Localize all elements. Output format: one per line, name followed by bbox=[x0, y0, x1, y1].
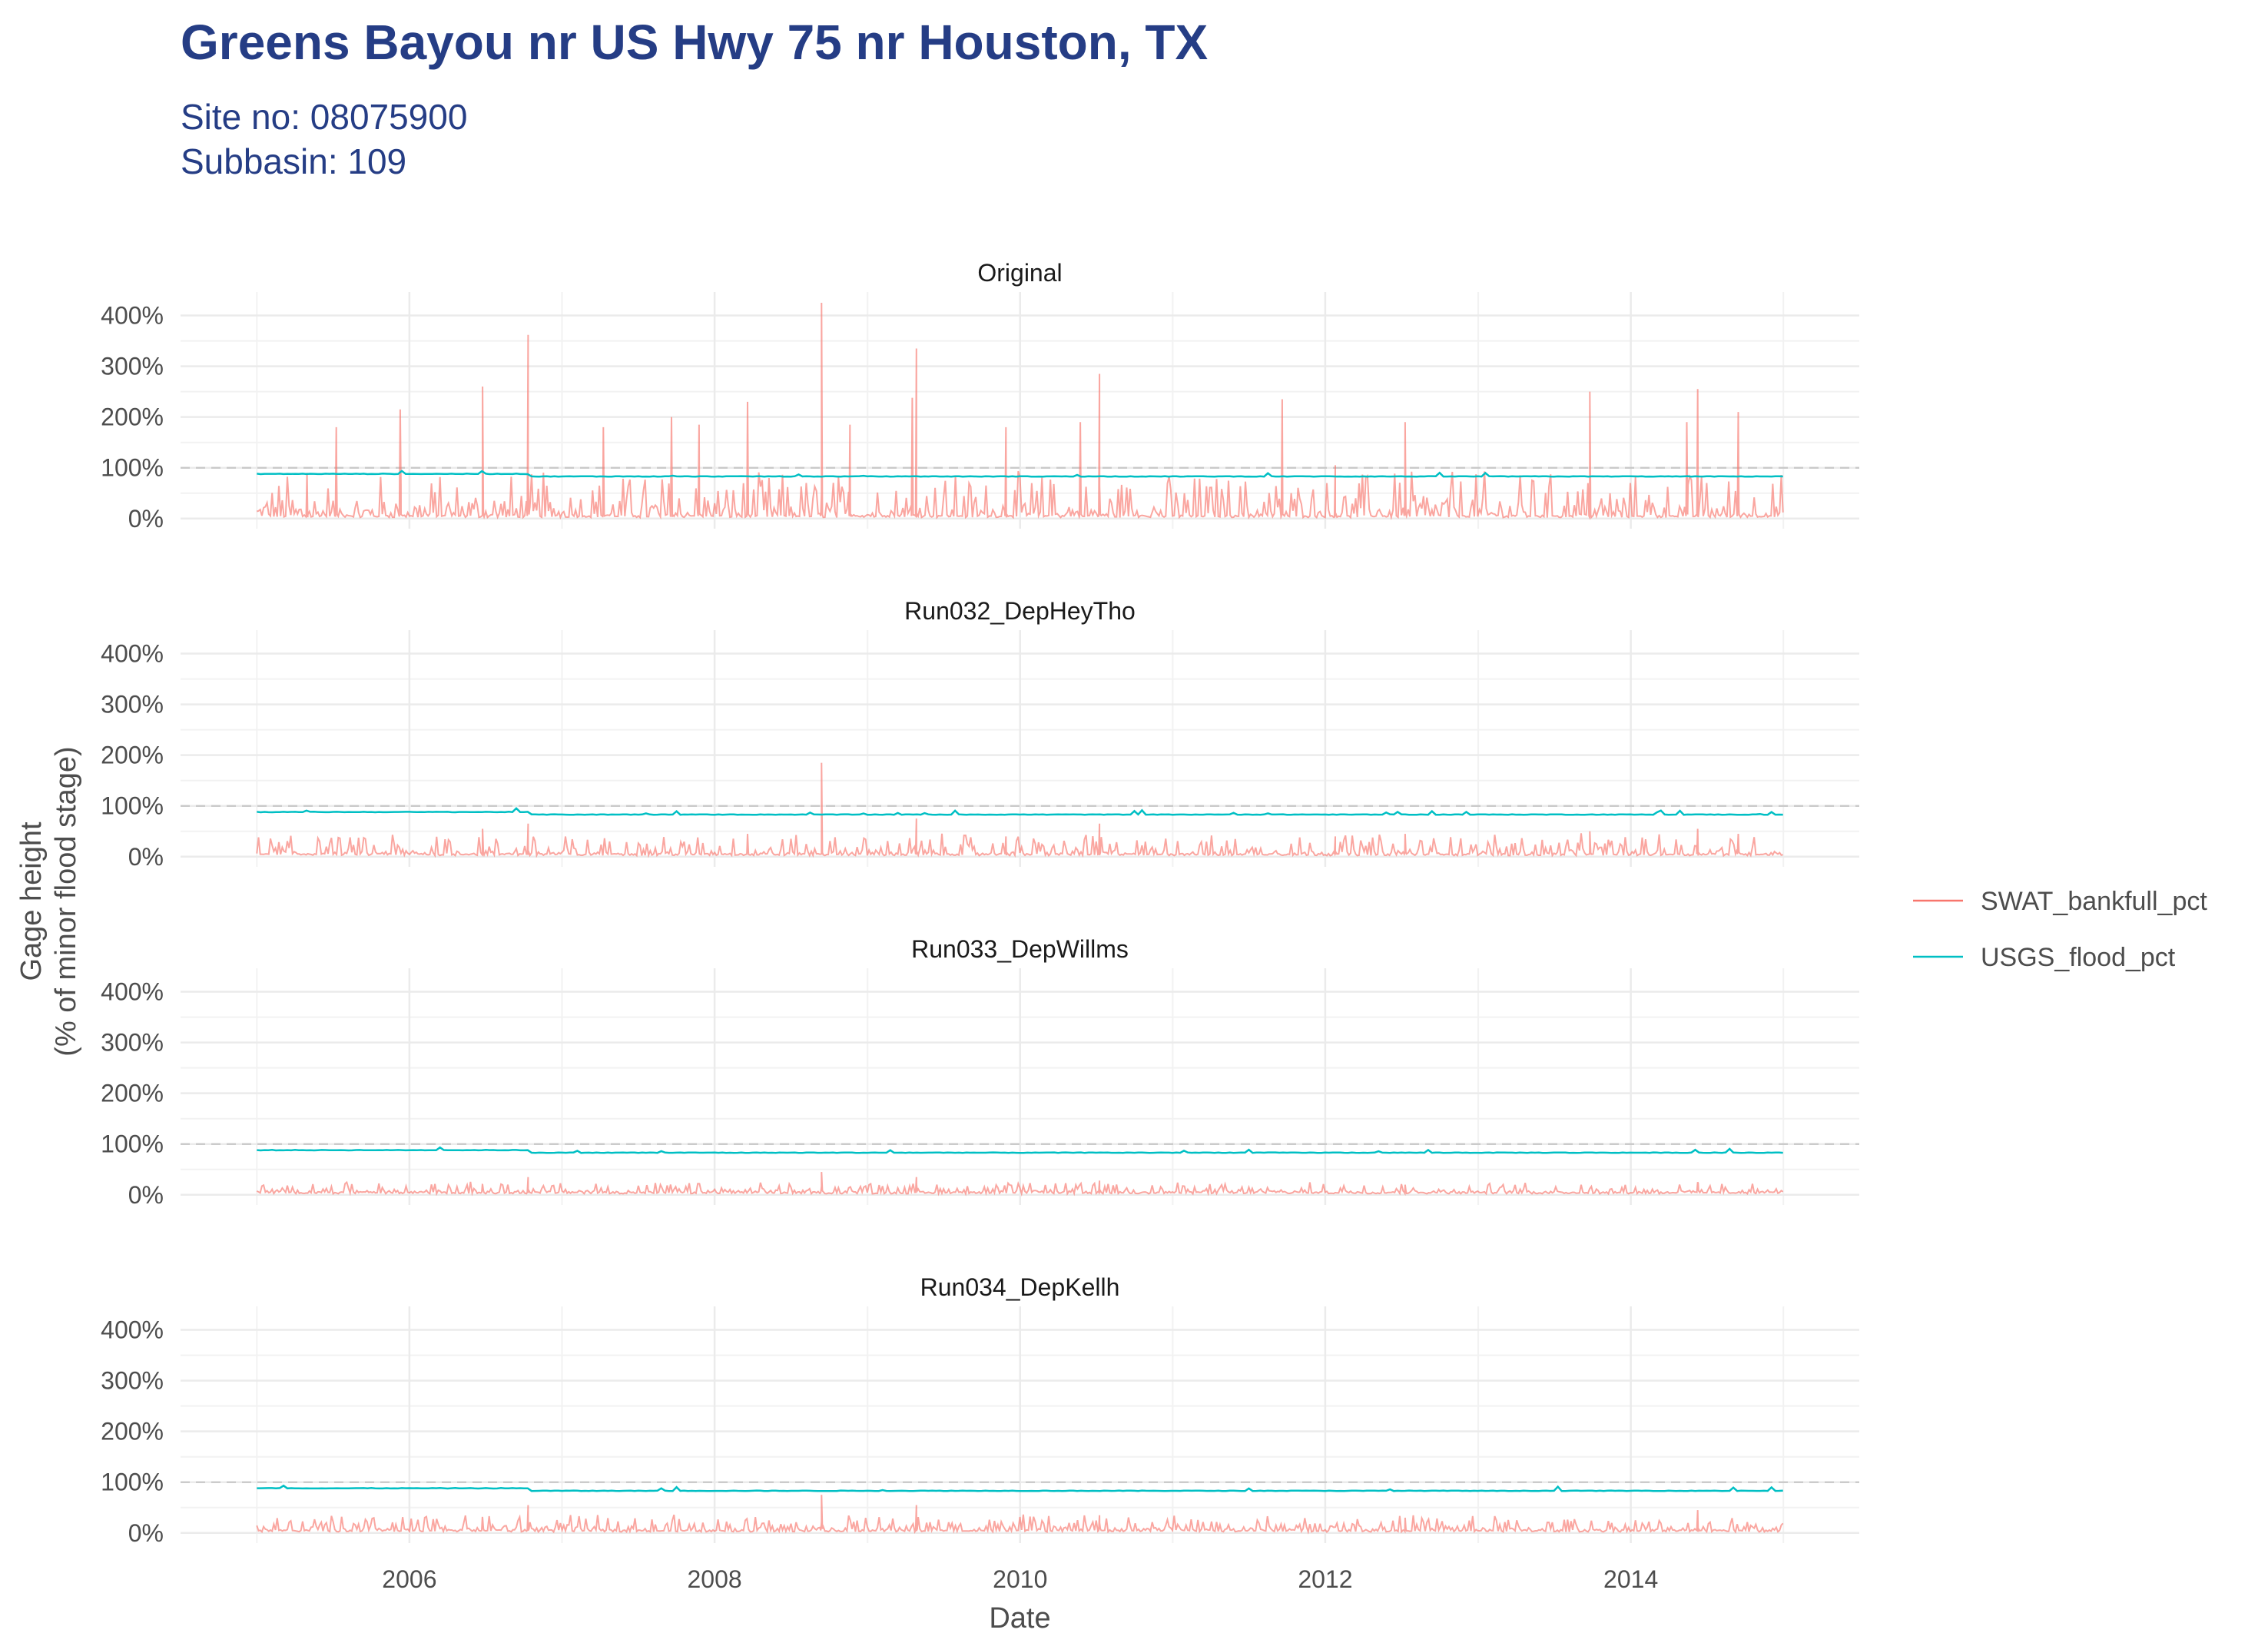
legend-label-1: SWAT_bankfull_pct bbox=[1981, 887, 2207, 916]
facet-2-y-tick-label: 300% bbox=[101, 691, 164, 719]
x-axis-label: Date bbox=[989, 1602, 1050, 1633]
facet-1-y-tick-label: 400% bbox=[101, 302, 164, 330]
facet-1-y-tick-label: 100% bbox=[101, 454, 164, 482]
facet-3-series-usgs-flood-pct bbox=[257, 1146, 1783, 1154]
facet-2-series-swat-bankfull-pct bbox=[256, 762, 1783, 858]
facet-3-series-swat-bankfull-pct bbox=[256, 1172, 1784, 1197]
legend-label-2: USGS_flood_pct bbox=[1981, 943, 2176, 972]
facet-4-y-tick-label: 100% bbox=[101, 1469, 164, 1496]
facet-4-series-usgs-flood-pct bbox=[257, 1484, 1783, 1492]
facet-2-y-tick-label: 0% bbox=[128, 843, 164, 871]
chart-title: Greens Bayou nr US Hwy 75 nr Houston, TX bbox=[181, 15, 1209, 70]
facet-3-y-tick-label: 300% bbox=[101, 1029, 164, 1057]
facet-3-y-tick-label: 200% bbox=[101, 1080, 164, 1107]
facet-4-y-tick-label: 400% bbox=[101, 1316, 164, 1344]
facet-3-y-tick-label: 400% bbox=[101, 978, 164, 1006]
x-tick-label: 2010 bbox=[993, 1565, 1047, 1593]
x-tick-label: 2008 bbox=[687, 1565, 741, 1593]
facet-2-y-tick-label: 400% bbox=[101, 640, 164, 668]
x-tick-label: 2014 bbox=[1603, 1565, 1658, 1593]
facet-1-series-usgs-flood-pct bbox=[257, 470, 1783, 478]
y-axis-label-line-1: Gage height bbox=[15, 821, 48, 981]
facet-1-y-tick-label: 200% bbox=[101, 403, 164, 431]
facet-4-strip-label: Run034_DepKellh bbox=[920, 1273, 1120, 1301]
facet-4-series-swat-bankfull-pct bbox=[256, 1495, 1784, 1535]
facet-4-y-tick-label: 300% bbox=[101, 1367, 164, 1395]
facet-4-y-tick-label: 0% bbox=[128, 1519, 164, 1547]
facet-2-y-tick-label: 100% bbox=[101, 792, 164, 820]
facet-1-series-swat-bankfull-pct bbox=[256, 302, 1784, 520]
facet-2-strip-label: Run032_DepHeyTho bbox=[904, 597, 1136, 625]
x-tick-label: 2006 bbox=[382, 1565, 436, 1593]
facet-3-strip-label: Run033_DepWillms bbox=[911, 935, 1129, 963]
facet-4-y-tick-label: 200% bbox=[101, 1418, 164, 1445]
facet-1-strip-label: Original bbox=[977, 259, 1062, 287]
facet-2-series-usgs-flood-pct bbox=[257, 807, 1783, 816]
x-tick-label: 2012 bbox=[1298, 1565, 1352, 1593]
facet-3-y-tick-label: 100% bbox=[101, 1130, 164, 1158]
facet-3-y-tick-label: 0% bbox=[128, 1181, 164, 1209]
facet-2-y-tick-label: 200% bbox=[101, 742, 164, 769]
subtitle-site: Site no: 08075900 bbox=[181, 97, 468, 137]
facet-1-y-tick-label: 0% bbox=[128, 505, 164, 533]
facet-1-y-tick-label: 300% bbox=[101, 353, 164, 380]
subtitle-subbasin: Subbasin: 109 bbox=[181, 141, 407, 181]
y-axis-label-line-2: (% of minor flood stage) bbox=[50, 746, 82, 1056]
